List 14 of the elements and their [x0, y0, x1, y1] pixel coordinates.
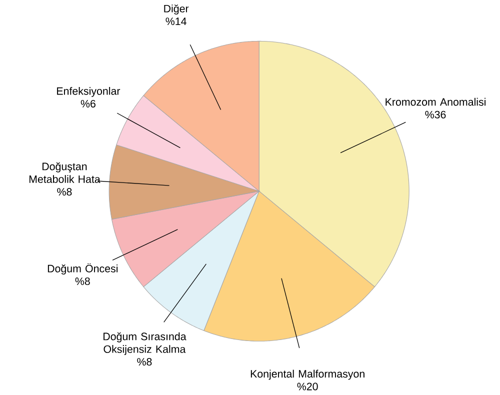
slice-label: Enfeksiyonlar: [57, 87, 120, 98]
data-label: %8: [75, 278, 90, 286]
slice-label: Doğum Öncesi: [48, 263, 118, 275]
slice-label: Kromozom Anomalisi: [386, 98, 486, 106]
data-label: %8: [137, 358, 152, 366]
data-label: %6: [80, 100, 96, 108]
data-label: %20: [297, 382, 318, 390]
data-label: %14: [166, 18, 186, 26]
slice-label: Doğuştan Metabolik Hata: [29, 162, 100, 184]
slice-label: Diğer: [164, 4, 189, 15]
slice-label: Doğum Sırasında Oksijensiz Kalma: [104, 332, 186, 356]
data-label: %8: [57, 188, 72, 196]
data-label: %36: [425, 110, 446, 119]
slice-label: Konjental Malformasyon: [250, 370, 364, 380]
